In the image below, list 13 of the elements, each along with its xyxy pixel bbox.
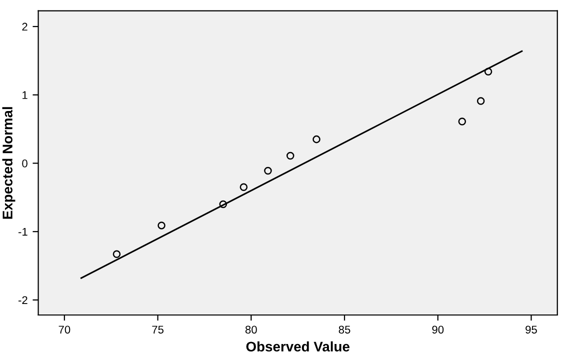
x-tick-label: 85 [338,326,350,334]
y-tick-label: 1 [22,91,28,99]
y-axis-title: Expected Normal [2,107,16,219]
x-tick-label: 75 [152,326,164,334]
x-tick-label: 70 [58,326,70,334]
x-axis-title: Observed Value [246,341,350,352]
x-tick-label: 90 [432,326,444,334]
x-tick-label: 80 [245,326,257,334]
y-tick-label: 0 [22,160,28,168]
y-tick-label: -2 [18,296,28,304]
x-tick-label: 95 [526,326,537,334]
y-tick-label: -1 [18,228,28,236]
y-tick-label: 2 [22,22,28,31]
